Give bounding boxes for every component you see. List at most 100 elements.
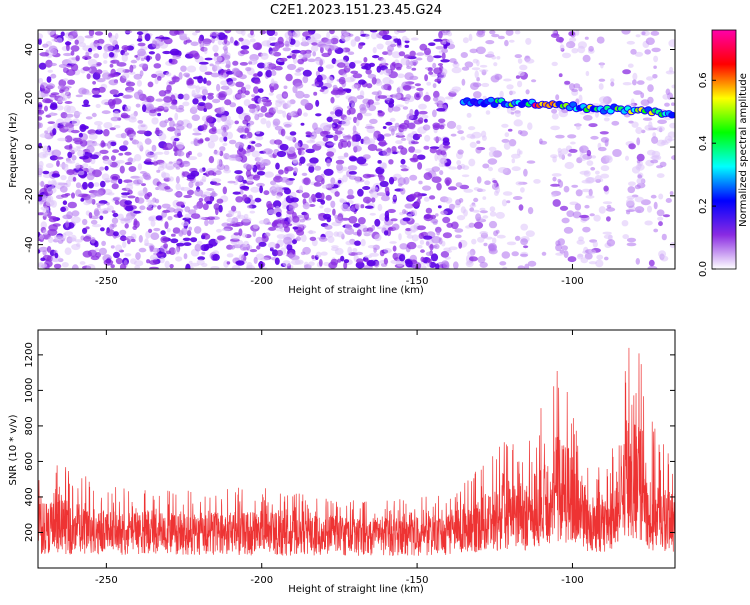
spectrogram-dot	[454, 228, 464, 233]
spectrogram-dot	[78, 170, 85, 176]
x-tick-label: -200	[250, 276, 273, 287]
spectrogram-dot	[400, 164, 407, 168]
spectrogram-dot	[412, 59, 419, 65]
spectrogram-dot	[276, 234, 286, 239]
spectrogram-dot	[217, 39, 223, 46]
spectrogram-dot	[93, 182, 100, 187]
spectrogram-dot	[650, 194, 657, 199]
spectrogram-dot	[162, 209, 171, 213]
spectrogram-dot	[322, 131, 331, 135]
spectrogram-dot	[295, 68, 302, 73]
spectrogram-dot	[602, 201, 613, 205]
spectrogram-dot	[361, 66, 369, 70]
spectrogram-dot	[229, 154, 239, 159]
spectrogram-dot	[326, 142, 336, 146]
spectrogram-dot	[396, 30, 406, 33]
spectrogram-dot	[244, 127, 250, 134]
spectrogram-dot	[621, 220, 629, 227]
spectrogram-dot	[436, 108, 446, 112]
spectrogram-dot	[108, 79, 119, 86]
spectrogram-dot	[323, 38, 334, 45]
spectrogram-dot	[355, 251, 363, 256]
spectrogram-dot	[164, 221, 169, 230]
spectrogram-dot	[293, 167, 299, 174]
spectrogram-dot	[446, 120, 457, 129]
spectrogram-dot	[276, 150, 287, 158]
spectrogram-dot	[220, 114, 227, 122]
spectrogram-dot	[38, 33, 44, 40]
spectrogram-dot	[95, 103, 101, 109]
spectrogram-dot	[348, 216, 358, 224]
spectrogram-dot	[107, 141, 112, 149]
spectrogram-dot	[501, 251, 511, 259]
spectrogram-dot	[220, 124, 230, 131]
spectrogram-dot	[626, 195, 635, 200]
spectrogram-dot	[383, 68, 392, 76]
signal-band	[459, 96, 675, 119]
spectrogram-dot	[258, 260, 264, 269]
spectrogram-dot	[46, 186, 57, 194]
spectrogram-dot	[219, 136, 225, 143]
spectrogram-dot	[155, 127, 160, 132]
spectrogram-dot	[518, 204, 524, 211]
spectrogram-dot	[256, 182, 265, 187]
spectrogram-dot	[405, 37, 410, 42]
spectrogram-dot	[299, 156, 306, 164]
spectrogram-dot	[46, 76, 52, 83]
spectrogram-dot	[190, 237, 198, 243]
spectrogram-dot	[272, 200, 282, 209]
spectrogram-dot	[233, 232, 240, 236]
spectrogram-dot	[192, 32, 198, 36]
spectrogram-dot	[229, 102, 237, 108]
spectrogram-dot	[481, 82, 490, 88]
spectrogram-dot	[244, 90, 250, 96]
spectrogram-dot	[555, 134, 565, 139]
spectrogram-dot	[216, 198, 224, 204]
spectrogram-dot	[379, 249, 385, 257]
spectrogram-dot	[294, 142, 301, 149]
spectrogram-dot	[525, 230, 535, 238]
spectrogram-dot	[577, 253, 584, 258]
spectrogram-dot	[249, 38, 256, 43]
spectrogram-dot	[550, 183, 560, 187]
spectrogram-dot	[38, 109, 45, 115]
spectrogram-dot	[124, 217, 131, 225]
spectrogram-dot	[297, 58, 305, 65]
spectrogram-dot	[412, 153, 418, 162]
spectrogram-dot	[551, 113, 559, 120]
spectrogram-dot	[62, 93, 68, 102]
spectrogram-dot	[110, 141, 117, 147]
spectrogram-dot	[411, 67, 417, 71]
spectrogram-dot	[198, 37, 203, 44]
spectrogram-dot	[210, 72, 220, 78]
spectrogram-dot	[485, 40, 495, 45]
spectrogram-dot	[191, 114, 200, 121]
spectrogram-dot	[256, 245, 261, 250]
spectrogram-dot	[602, 231, 612, 235]
spectrogram-dot	[224, 99, 232, 106]
spectrogram-dot	[123, 52, 130, 56]
spectrogram-dot	[71, 192, 75, 199]
spectrogram-dot	[334, 191, 340, 197]
spectrogram-dot	[438, 30, 443, 39]
spectrogram-dot	[440, 59, 450, 63]
spectrogram-dot	[347, 51, 355, 55]
spectrogram-dot	[166, 228, 171, 233]
spectrogram-dot	[195, 85, 201, 94]
spectrogram-dot	[88, 47, 93, 53]
spectrogram-dot	[332, 84, 338, 89]
spectrogram-dot	[199, 86, 207, 90]
spectrogram-dot	[413, 209, 418, 217]
spectrogram-dot	[174, 247, 180, 255]
spectrogram-dot	[209, 134, 219, 143]
spectrogram-dot	[437, 153, 447, 162]
spectrogram-dot	[517, 58, 523, 64]
spectrogram-dot	[95, 42, 103, 47]
spectrogram-dot	[392, 195, 397, 200]
spectrogram-dot	[178, 72, 183, 80]
spectrogram-dot	[663, 214, 670, 218]
spectrogram-dot	[235, 81, 245, 88]
spectrogram-dot	[578, 86, 583, 92]
spectrogram-dot	[133, 91, 143, 100]
